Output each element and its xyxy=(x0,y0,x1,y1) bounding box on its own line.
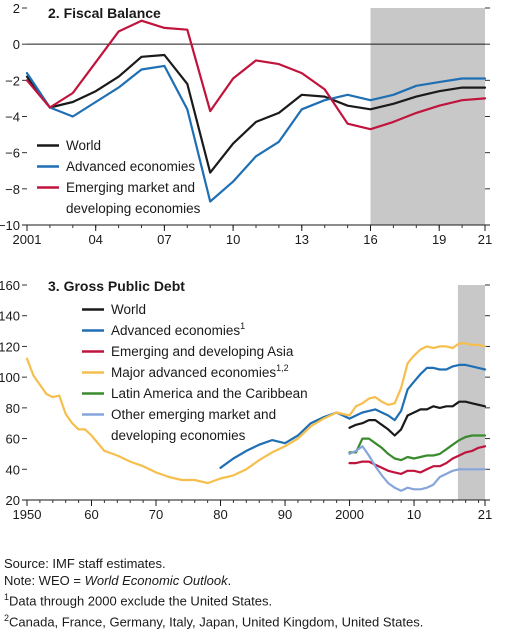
legend-label-emerging-market-and-developing-economies: Emerging market and xyxy=(66,180,195,195)
source-note: Source: IMF staff estimates. xyxy=(4,556,166,571)
x-tick-label: 13 xyxy=(295,232,309,247)
x-tick-label: 2000 xyxy=(335,507,364,522)
x-tick-label: 21 xyxy=(478,232,492,247)
weo-note-italic: World Economic Outlook xyxy=(84,572,228,588)
y-tick-label: 2 xyxy=(13,1,20,16)
chart-title: 2. Fiscal Balance xyxy=(48,5,161,21)
series-line-world xyxy=(348,400,487,437)
x-tick-label: 21 xyxy=(478,507,492,522)
legend-label-latin-america-and-the-caribbean: Latin America and the Caribbean xyxy=(111,386,308,401)
y-tick-label: −8 xyxy=(5,182,20,197)
weo-note-prefix: Note: WEO = xyxy=(4,572,85,588)
legend-footnote-marker: 1 xyxy=(240,321,245,331)
legend-label-major-advanced-economies: Major advanced economies1,2 xyxy=(111,363,289,380)
legend-label-advanced-economies: Advanced economies1 xyxy=(111,321,245,338)
projection-shading xyxy=(457,285,485,500)
weo-note-suffix: . xyxy=(227,572,232,588)
legend-footnote-marker: 1,2 xyxy=(276,363,289,373)
x-tick-label: 60 xyxy=(84,507,98,522)
projection-shading xyxy=(370,8,485,225)
series-line-world xyxy=(25,53,487,174)
legend-label-other-emerging-market-and-developing-economies: developing economies xyxy=(111,428,246,443)
series-line-latin-america-and-the-caribbean xyxy=(348,434,487,462)
gross-public-debt-chart: 3. Gross Public Debt16014012010080604020… xyxy=(0,278,492,522)
x-tick-label: 2001 xyxy=(13,232,42,247)
y-tick-label: 120 xyxy=(0,339,20,354)
chart-notes: Source: IMF staff estimates. Note: WEO =… xyxy=(4,556,519,631)
series-line-major-advanced-economies xyxy=(25,342,487,485)
footnote-1: 1Data through 2000 exclude the United St… xyxy=(4,589,519,610)
y-tick-label: 0 xyxy=(13,37,20,52)
y-tick-label: −4 xyxy=(5,110,20,125)
x-tick-label: 1950 xyxy=(13,507,42,522)
y-tick-label: 100 xyxy=(0,370,20,385)
x-tick-label: 04 xyxy=(88,232,102,247)
series-line-other-emerging-market-and-developing-economies xyxy=(348,445,487,492)
legend-label-world: World xyxy=(111,302,146,317)
y-tick-label: −2 xyxy=(5,73,20,88)
y-tick-label: 60 xyxy=(6,432,20,447)
footnote-1-text: Data through 2000 exclude the United Sta… xyxy=(9,593,273,609)
series-line-advanced-economies xyxy=(25,64,487,203)
series-line-advanced-economies xyxy=(219,363,487,469)
x-tick-label: 70 xyxy=(149,507,163,522)
x-tick-label: 10 xyxy=(226,232,240,247)
legend-label-emerging-and-developing-asia: Emerging and developing Asia xyxy=(111,344,294,359)
x-tick-label: 07 xyxy=(157,232,171,247)
footnote-2-marker: 2 xyxy=(4,612,10,623)
footnote-2-text: Canada, France, Germany, Italy, Japan, U… xyxy=(9,614,424,630)
x-tick-label: 90 xyxy=(278,507,292,522)
x-tick-label: 80 xyxy=(213,507,227,522)
legend-label-advanced-economies: Advanced economies xyxy=(66,159,195,174)
series-line-emerging-market-and-developing-economies xyxy=(25,19,487,131)
footnote-1-marker: 1 xyxy=(4,592,10,602)
y-tick-label: −10 xyxy=(0,218,20,233)
legend-label-other-emerging-market-and-developing-economies: Other emerging market and xyxy=(111,407,276,422)
weo-note: Note: WEO = World Economic Outlook. xyxy=(4,573,519,590)
x-tick-label: 16 xyxy=(363,232,377,247)
legend-label-world: World xyxy=(66,138,101,153)
y-tick-label: 140 xyxy=(0,309,20,324)
x-tick-label: 10 xyxy=(407,507,421,522)
y-tick-label: −6 xyxy=(5,146,20,161)
chart-title: 3. Gross Public Debt xyxy=(48,278,185,294)
series-line-emerging-and-developing-asia xyxy=(348,445,487,475)
x-tick-label: 19 xyxy=(432,232,446,247)
y-tick-label: 40 xyxy=(6,462,20,477)
footnote-2: 2Canada, France, Germany, Italy, Japan, … xyxy=(4,610,519,631)
y-tick-label: 80 xyxy=(6,401,20,416)
legend-label-emerging-market-and-developing-economies: developing economies xyxy=(66,201,201,216)
y-tick-label: 160 xyxy=(0,278,20,293)
y-tick-label: 20 xyxy=(6,493,20,508)
